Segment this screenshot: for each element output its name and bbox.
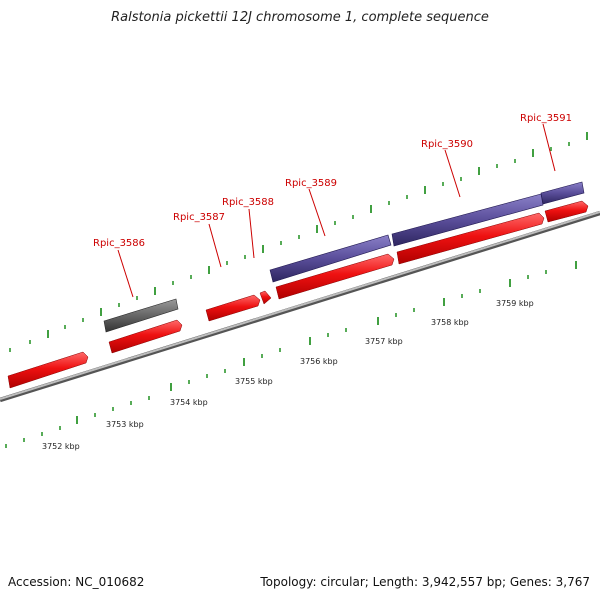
inner-tick-ring [5,261,577,448]
cds-arrow [108,319,183,354]
gene-label: Rpic_3586 [93,238,145,249]
gene-label: Rpic_3588 [222,197,274,208]
cds-arrow [544,200,589,223]
gene-blue-feature [269,234,392,283]
cds-arrow [7,351,89,389]
gene-gray-feature [103,298,179,333]
kbp-label: 3757 kbp [365,337,403,346]
backbone [0,210,600,403]
leader-line [208,223,222,268]
topology-text: Topology: circular; Length: 3,942,557 bp… [260,575,590,589]
outer-tick-ring [9,132,588,352]
kbp-label: 3756 kbp [300,357,338,366]
kbp-label: 3752 kbp [42,442,80,451]
kbp-label: 3759 kbp [496,299,534,308]
gene-blue-feature [540,181,585,205]
gene-label: Rpic_3589 [285,178,337,189]
gene-features-upper [103,181,585,333]
leader-line [248,208,255,259]
gene-blue-feature [391,193,544,247]
kbp-label: 3753 kbp [106,420,144,429]
leader-line [117,249,134,298]
cds-features [7,200,589,389]
leader-line [308,188,326,237]
gene-label: Rpic_3590 [421,139,473,150]
kbp-label: 3754 kbp [170,398,208,407]
cds-arrow [205,294,261,322]
kbp-labels: 3752 kbp 3753 kbp 3754 kbp 3755 kbp 3756… [42,299,534,451]
leader-line [444,149,461,198]
kbp-label: 3755 kbp [235,377,273,386]
map-title: Ralstonia pickettii 12J chromosome 1, co… [111,10,489,25]
cds-arrow [259,290,272,305]
cds-arrow [396,212,545,265]
cds-arrow [275,253,395,300]
label-leaders [117,123,556,298]
leader-line [542,123,556,172]
accession-text: Accession: NC_010682 [8,575,145,589]
gene-label: Rpic_3587 [173,212,225,223]
kbp-label: 3758 kbp [431,318,469,327]
gene-label: Rpic_3591 [520,113,572,124]
gene-labels: Rpic_3586 Rpic_3587 Rpic_3588 Rpic_3589 … [93,113,572,249]
